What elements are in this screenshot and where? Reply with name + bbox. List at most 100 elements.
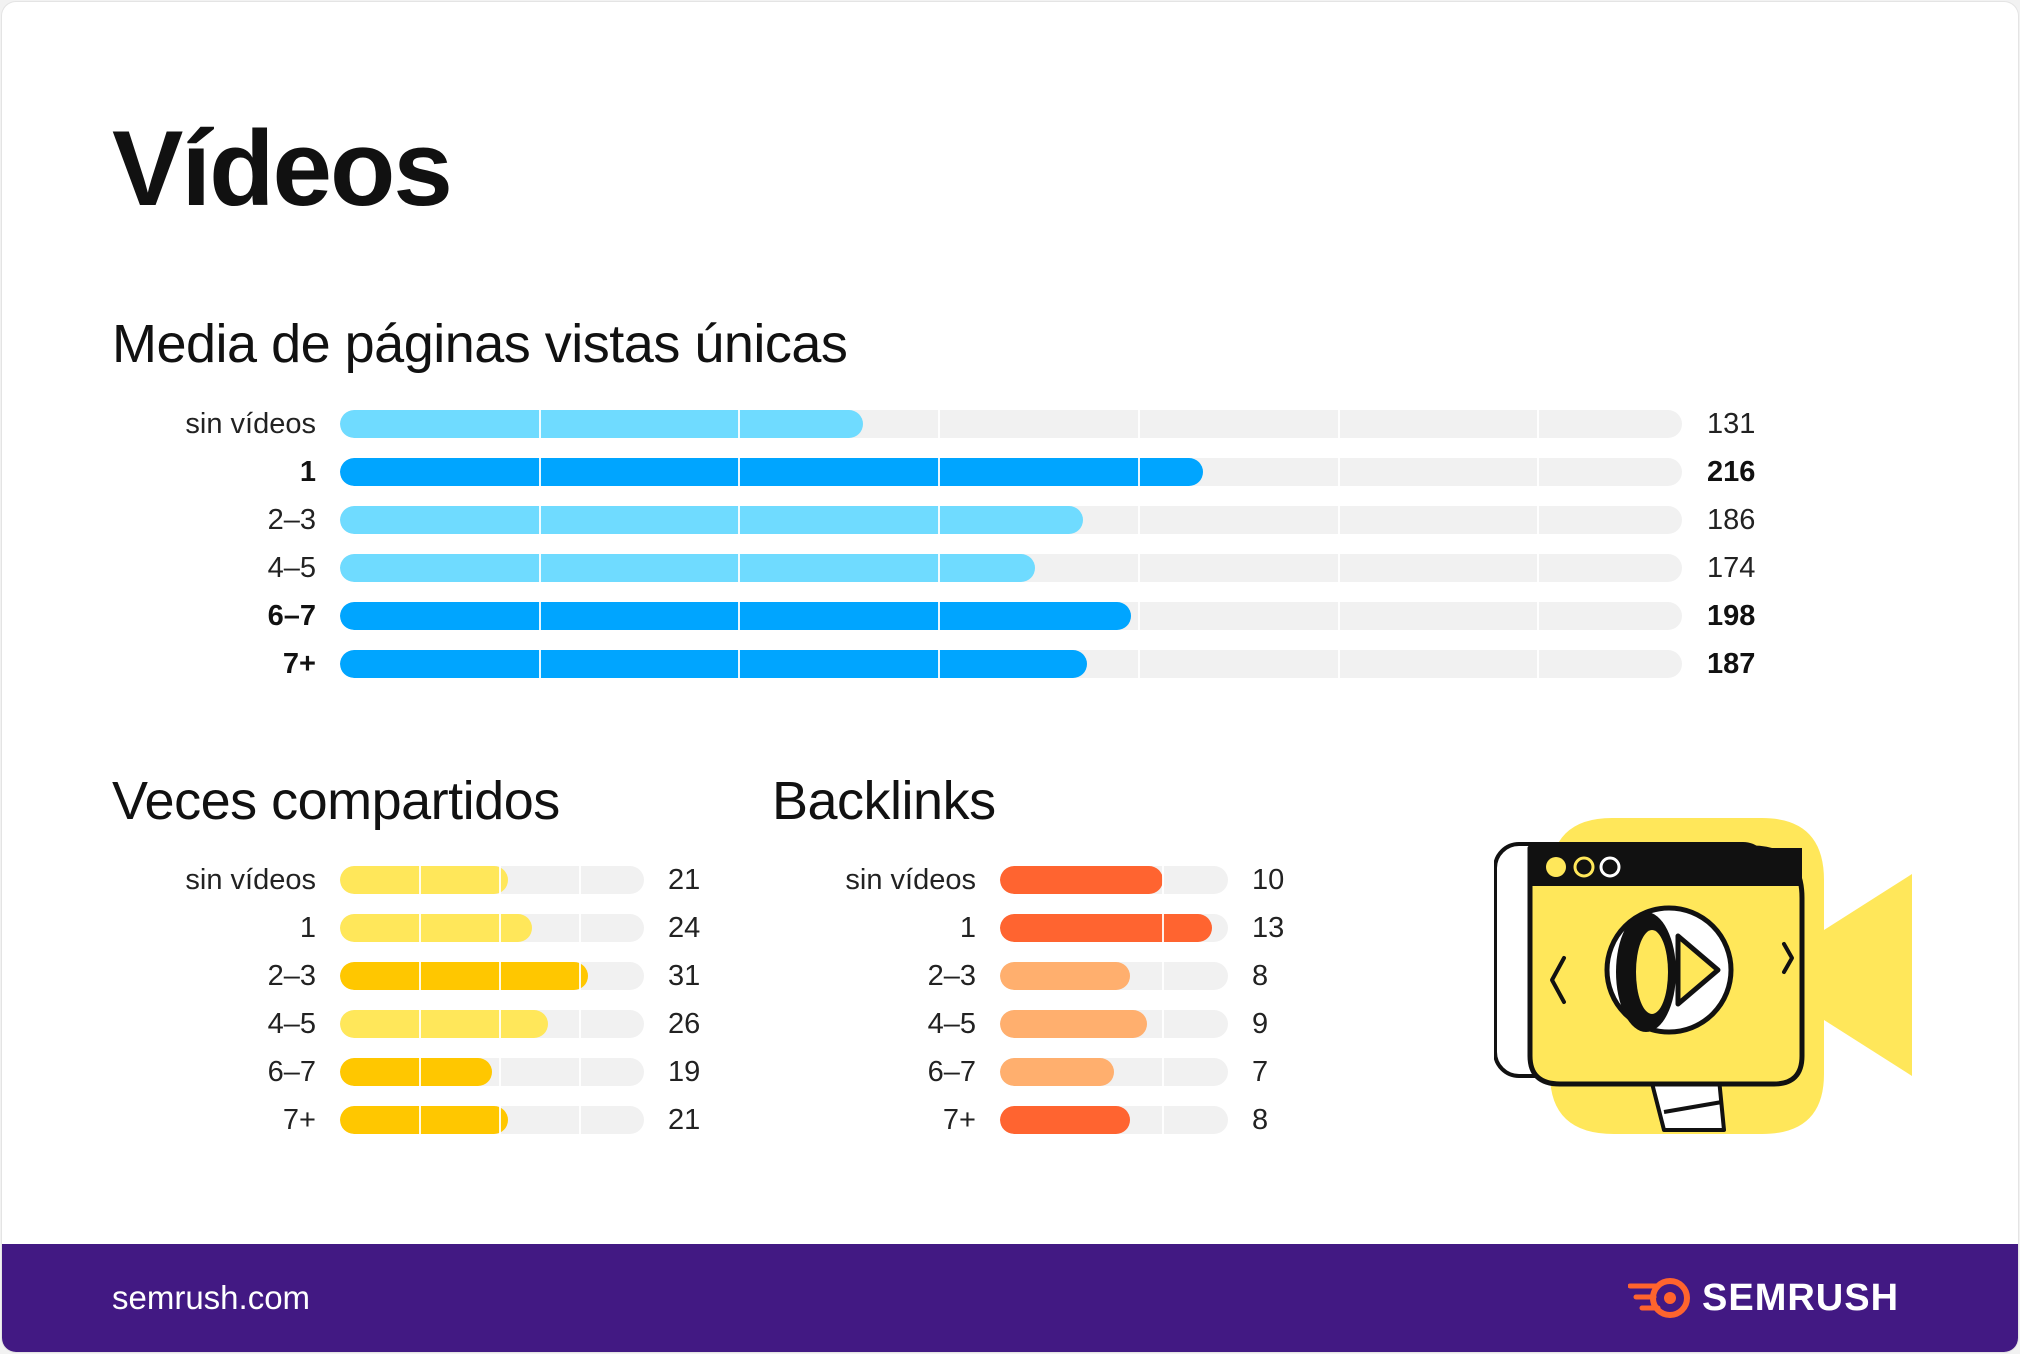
bar-track xyxy=(340,458,1682,486)
grid-line xyxy=(419,866,421,894)
grid-line xyxy=(419,1058,421,1086)
category-label: 2–3 xyxy=(267,960,316,992)
footer-bar: semrush.com SEMRUSH xyxy=(2,1244,2018,1352)
grid-line xyxy=(579,914,581,942)
bar-row: 7+ 187 xyxy=(112,648,1787,680)
bar-row: 2–3 186 xyxy=(112,504,1787,536)
bar-track xyxy=(1000,1010,1228,1038)
bar-track xyxy=(340,506,1682,534)
value-label: 19 xyxy=(668,1056,701,1088)
bar-track xyxy=(340,914,644,942)
bar-row: 4–5 9 xyxy=(772,1008,1332,1040)
bar-track xyxy=(1000,962,1228,990)
value-label: 174 xyxy=(1707,552,1756,584)
page-title: Vídeos xyxy=(112,108,453,228)
grid-line xyxy=(738,458,741,486)
bar-row: 6–7 7 xyxy=(772,1056,1332,1088)
bar xyxy=(340,554,1035,582)
category-label: 7+ xyxy=(282,1104,316,1136)
grid-line xyxy=(1137,602,1140,630)
grid-line xyxy=(1337,650,1340,678)
category-label: sin vídeos xyxy=(185,864,316,896)
bar xyxy=(340,962,588,990)
bar xyxy=(340,866,508,894)
value-label: 9 xyxy=(1252,1008,1269,1040)
bar-track xyxy=(340,410,1682,438)
category-label: 1 xyxy=(299,912,316,944)
value-label: 198 xyxy=(1707,600,1756,632)
bar-track xyxy=(340,1058,644,1086)
brand-name: SEMRUSH xyxy=(1702,1277,1900,1319)
bar xyxy=(1000,1058,1114,1086)
bar-track xyxy=(340,602,1682,630)
grid-line xyxy=(579,1106,581,1134)
grid-line xyxy=(938,650,941,678)
grid-line xyxy=(938,554,941,582)
grid-line xyxy=(538,458,541,486)
grid-line xyxy=(1337,506,1340,534)
footer-url[interactable]: semrush.com xyxy=(112,1279,311,1316)
bar-track xyxy=(340,866,644,894)
shares-bar-chart: sin vídeos 21 1 24 2–3 31 4–5 26 6–7 19 7+ 21 xyxy=(112,864,712,1144)
bar xyxy=(340,1058,492,1086)
grid-line xyxy=(738,554,741,582)
value-label: 26 xyxy=(668,1008,701,1040)
bar-track xyxy=(340,650,1682,678)
value-label: 131 xyxy=(1707,408,1756,440)
category-label: 4–5 xyxy=(267,1008,316,1040)
bar xyxy=(340,506,1083,534)
bar-track xyxy=(1000,866,1228,894)
grid-line xyxy=(538,554,541,582)
grid-line xyxy=(1537,602,1540,630)
grid-line xyxy=(1161,1058,1164,1086)
grid-line xyxy=(499,914,501,942)
grid-line xyxy=(1137,554,1140,582)
value-label: 21 xyxy=(668,864,701,896)
grid-line xyxy=(499,1106,501,1134)
category-label: 7+ xyxy=(282,648,316,680)
grid-line xyxy=(1161,1106,1164,1134)
bar-row: 1 24 xyxy=(112,912,748,944)
grid-line xyxy=(1161,914,1164,942)
grid-line xyxy=(1161,866,1164,894)
grid-line xyxy=(938,602,941,630)
grid-line xyxy=(938,410,941,438)
grid-line xyxy=(1337,554,1340,582)
bar-track xyxy=(1000,1058,1228,1086)
value-label: 13 xyxy=(1252,912,1285,944)
grid-line xyxy=(579,962,581,990)
bar-row: sin vídeos 10 xyxy=(772,864,1332,896)
chart-title-page-views: Media de páginas vistas únicas xyxy=(112,314,848,374)
category-label: 4–5 xyxy=(927,1008,976,1040)
grid-line xyxy=(1137,506,1140,534)
bar-track xyxy=(1000,914,1228,942)
category-label: sin vídeos xyxy=(845,864,976,896)
value-label: 7 xyxy=(1252,1056,1269,1088)
bar-row: 4–5 26 xyxy=(112,1008,748,1040)
bar-track xyxy=(340,1106,644,1134)
bar-row: 2–3 31 xyxy=(112,960,748,992)
category-label: 6–7 xyxy=(267,1056,316,1088)
grid-line xyxy=(538,602,541,630)
page-views-bar-chart: sin vídeos 131 1 216 2–3 186 4–5 174 6–7 198 7+ 187 xyxy=(112,408,1812,688)
category-label: 4–5 xyxy=(267,552,316,584)
category-label: 1 xyxy=(299,456,316,488)
grid-line xyxy=(1137,650,1140,678)
bar xyxy=(340,410,864,438)
bar xyxy=(340,602,1131,630)
bar xyxy=(340,914,532,942)
bar xyxy=(340,1010,548,1038)
grid-line xyxy=(499,1058,501,1086)
bar-track xyxy=(340,1010,644,1038)
value-label: 186 xyxy=(1707,504,1756,536)
category-label: 2–3 xyxy=(927,960,976,992)
chart-title-shares: Veces compartidos xyxy=(112,771,560,831)
grid-line xyxy=(499,1010,501,1038)
bar xyxy=(340,650,1087,678)
grid-line xyxy=(499,866,501,894)
grid-line xyxy=(738,506,741,534)
bar-row: 1 216 xyxy=(112,456,1787,488)
category-label: 6–7 xyxy=(927,1056,976,1088)
category-label: 2–3 xyxy=(267,504,316,536)
